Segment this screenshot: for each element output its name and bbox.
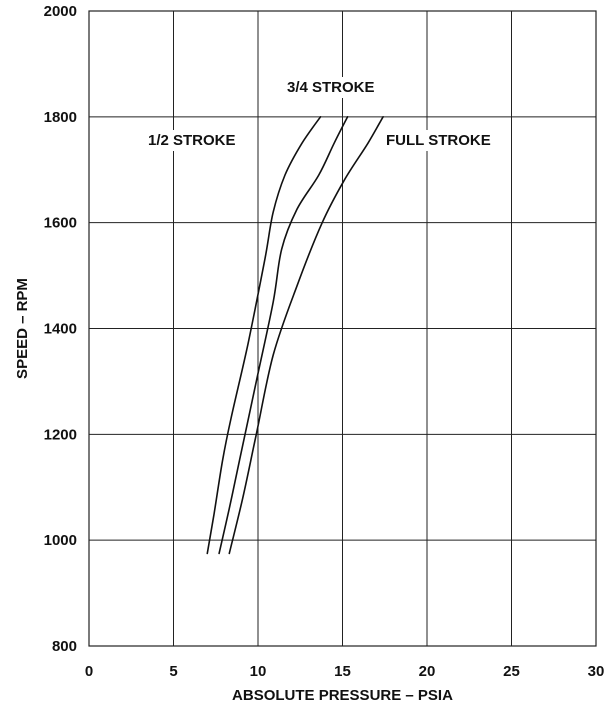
series-label-three-quarter-stroke: 3/4 STROKE [287,79,375,96]
grid [88,10,597,647]
y-tick-label: 1200 [44,426,77,443]
x-tick-label: 5 [169,663,177,680]
y-tick-label: 1400 [44,321,77,338]
series-line-half-stroke [206,116,322,555]
tick-labels: 0 5 10 15 20 25 30 800 1000 1200 1400 1600 1800 2000 [44,3,605,680]
y-tick-label: 1600 [44,215,77,232]
x-tick-label: 10 [250,663,267,680]
series-label-half-stroke: 1/2 STROKE [148,132,236,149]
x-tick-label: 30 [588,663,605,680]
y-tick-label: 2000 [44,3,77,20]
x-tick-label: 20 [419,663,436,680]
y-tick-label: 1800 [44,109,77,126]
y-axis-label: SPEED – RPM [14,278,31,379]
series-label-bg-half-stroke [144,130,240,151]
y-tick-label: 800 [52,638,77,655]
plot-area [88,10,597,647]
series-line-full-stroke [228,116,384,555]
x-tick-label: 25 [503,663,520,680]
series-label-bg-full-stroke [382,130,495,151]
y-tick-label: 1000 [44,532,77,549]
series-label-bg-three-quarter-stroke [283,77,379,98]
series-lines [206,116,384,555]
series-label-full-stroke: FULL STROKE [386,132,491,149]
series-line-three-quarter-stroke [218,116,349,555]
x-tick-label: 15 [334,663,351,680]
x-tick-label: 0 [85,663,93,680]
x-axis-label: ABSOLUTE PRESSURE – PSIA [232,687,453,704]
